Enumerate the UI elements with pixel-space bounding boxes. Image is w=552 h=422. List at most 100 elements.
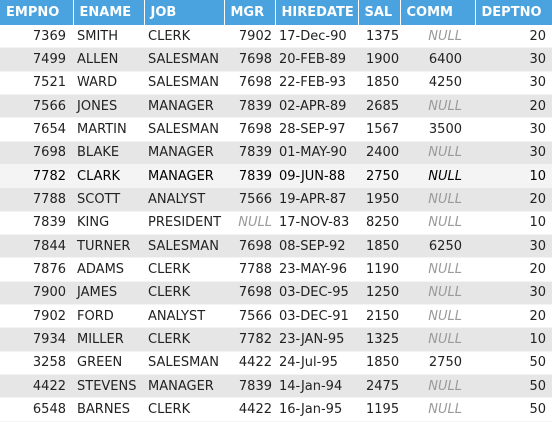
cell-ename[interactable]: ALLEN	[73, 47, 144, 72]
cell-ename[interactable]: JONES	[73, 94, 144, 119]
cell-job[interactable]: SALESMAN	[144, 351, 224, 375]
table-row[interactable]: 3258GREENSALESMAN442224-Jul-951850027505…	[0, 351, 552, 375]
cell-empno[interactable]: 7839	[0, 211, 73, 235]
cell-mgr[interactable]: 7839	[224, 374, 275, 399]
cell-ename[interactable]: ADAMS	[73, 257, 144, 282]
cell-job[interactable]: SALESMAN	[144, 71, 224, 95]
cell-sal[interactable]: 15675	[358, 117, 400, 142]
cell-sal[interactable]: 24000	[358, 141, 400, 165]
cell-mgr[interactable]: 7839	[224, 141, 275, 165]
cell-hiredate[interactable]: 23-MAY-96	[275, 257, 358, 282]
cell-ename[interactable]: SMITH	[73, 25, 144, 49]
cell-job[interactable]: MANAGER	[144, 94, 224, 119]
cell-deptno[interactable]: 20	[475, 94, 552, 119]
cell-hiredate[interactable]: 17-NOV-83	[275, 211, 358, 235]
cell-job[interactable]: SALESMAN	[144, 234, 224, 259]
cell-mgr[interactable]: 7698	[224, 281, 275, 305]
cell-sal[interactable]: 12500	[358, 281, 400, 305]
cell-deptno[interactable]: 30	[475, 234, 552, 259]
cell-hiredate[interactable]: 03-DEC-91	[275, 304, 358, 329]
cell-empno[interactable]: 7900	[0, 281, 73, 305]
cell-ename[interactable]: GREEN	[73, 351, 144, 375]
cell-comm[interactable]: NULL	[400, 211, 475, 235]
column-header-job[interactable]: JOB	[144, 0, 225, 25]
cell-job[interactable]: ANALYST	[144, 304, 224, 329]
cell-sal[interactable]: 19500	[358, 187, 400, 212]
cell-empno[interactable]: 7844	[0, 234, 73, 259]
cell-empno[interactable]: 7782	[0, 164, 73, 189]
cell-sal[interactable]: 18500	[358, 71, 400, 95]
cell-job[interactable]: MANAGER	[144, 374, 224, 399]
cell-empno[interactable]: 7369	[0, 25, 73, 49]
cell-hiredate[interactable]: 20-FEB-89	[275, 47, 358, 72]
cell-deptno[interactable]: 30	[475, 71, 552, 95]
cell-empno[interactable]: 7566	[0, 94, 73, 119]
cell-hiredate[interactable]: 02-APR-89	[275, 94, 358, 119]
cell-job[interactable]: SALESMAN	[144, 47, 224, 72]
column-header-mgr[interactable]: MGR	[224, 0, 276, 25]
cell-ename[interactable]: TURNER	[73, 234, 144, 259]
cell-comm[interactable]: NULL	[400, 94, 475, 119]
cell-deptno[interactable]: 30	[475, 47, 552, 72]
table-row[interactable]: 7839KINGPRESIDENTNULL17-NOV-8382500NULL1…	[0, 211, 552, 235]
cell-empno[interactable]: 7902	[0, 304, 73, 329]
cell-job[interactable]: MANAGER	[144, 141, 224, 165]
cell-mgr[interactable]: 7782	[224, 327, 275, 352]
cell-empno[interactable]: 7499	[0, 47, 73, 72]
cell-sal[interactable]: 24750	[358, 374, 400, 399]
cell-hiredate[interactable]: 14-Jan-94	[275, 374, 358, 399]
cell-hiredate[interactable]: 08-SEP-92	[275, 234, 358, 259]
column-header-sal[interactable]: SAL	[358, 0, 401, 25]
cell-mgr[interactable]: 7698	[224, 234, 275, 259]
cell-comm[interactable]: NULL	[400, 25, 475, 49]
cell-comm[interactable]: NULL	[400, 281, 475, 305]
cell-empno[interactable]: 7876	[0, 257, 73, 282]
cell-comm[interactable]: 6400	[400, 47, 475, 72]
cell-mgr[interactable]: NULL	[224, 211, 275, 235]
cell-sal[interactable]: 18500	[358, 234, 400, 259]
cell-deptno[interactable]: 10	[475, 211, 552, 235]
cell-sal[interactable]: 27500	[358, 164, 400, 189]
cell-sal[interactable]: 18500	[358, 351, 400, 375]
cell-job[interactable]: CLERK	[144, 281, 224, 305]
cell-empno[interactable]: 7698	[0, 141, 73, 165]
cell-mgr[interactable]: 7698	[224, 71, 275, 95]
cell-hiredate[interactable]: 28-SEP-97	[275, 117, 358, 142]
cell-sal[interactable]: 19000	[358, 47, 400, 72]
cell-mgr[interactable]: 7839	[224, 94, 275, 119]
cell-empno[interactable]: 4422	[0, 374, 73, 399]
cell-ename[interactable]: BLAKE	[73, 141, 144, 165]
cell-comm[interactable]: NULL	[400, 257, 475, 282]
cell-job[interactable]: CLERK	[144, 397, 224, 422]
cell-deptno[interactable]: 30	[475, 117, 552, 142]
cell-sal[interactable]: 82500	[358, 211, 400, 235]
table-row[interactable]: 7654MARTINSALESMAN769828-SEP-97156753500…	[0, 117, 552, 142]
cell-hiredate[interactable]: 16-Jan-95	[275, 397, 358, 422]
column-header-comm[interactable]: COMM	[400, 0, 476, 25]
cell-job[interactable]: ANALYST	[144, 187, 224, 212]
cell-comm[interactable]: 3500	[400, 117, 475, 142]
cell-comm[interactable]: 4250	[400, 71, 475, 95]
cell-job[interactable]: CLERK	[144, 257, 224, 282]
cell-empno[interactable]: 7521	[0, 71, 73, 95]
column-header-hiredate[interactable]: HIREDATE	[275, 0, 359, 25]
cell-comm[interactable]: NULL	[400, 187, 475, 212]
cell-comm[interactable]: NULL	[400, 397, 475, 422]
column-header-ename[interactable]: ENAME	[73, 0, 145, 25]
cell-mgr[interactable]: 7566	[224, 304, 275, 329]
cell-ename[interactable]: KING	[73, 211, 144, 235]
cell-deptno[interactable]: 20	[475, 25, 552, 49]
cell-mgr[interactable]: 7698	[224, 117, 275, 142]
cell-job[interactable]: SALESMAN	[144, 117, 224, 142]
cell-ename[interactable]: CLARK	[73, 164, 144, 189]
cell-mgr[interactable]: 7839	[224, 164, 275, 189]
cell-hiredate[interactable]: 09-JUN-88	[275, 164, 358, 189]
cell-mgr[interactable]: 7902	[224, 25, 275, 49]
cell-deptno[interactable]: 10	[475, 164, 552, 189]
cell-sal[interactable]: 13250	[358, 327, 400, 352]
